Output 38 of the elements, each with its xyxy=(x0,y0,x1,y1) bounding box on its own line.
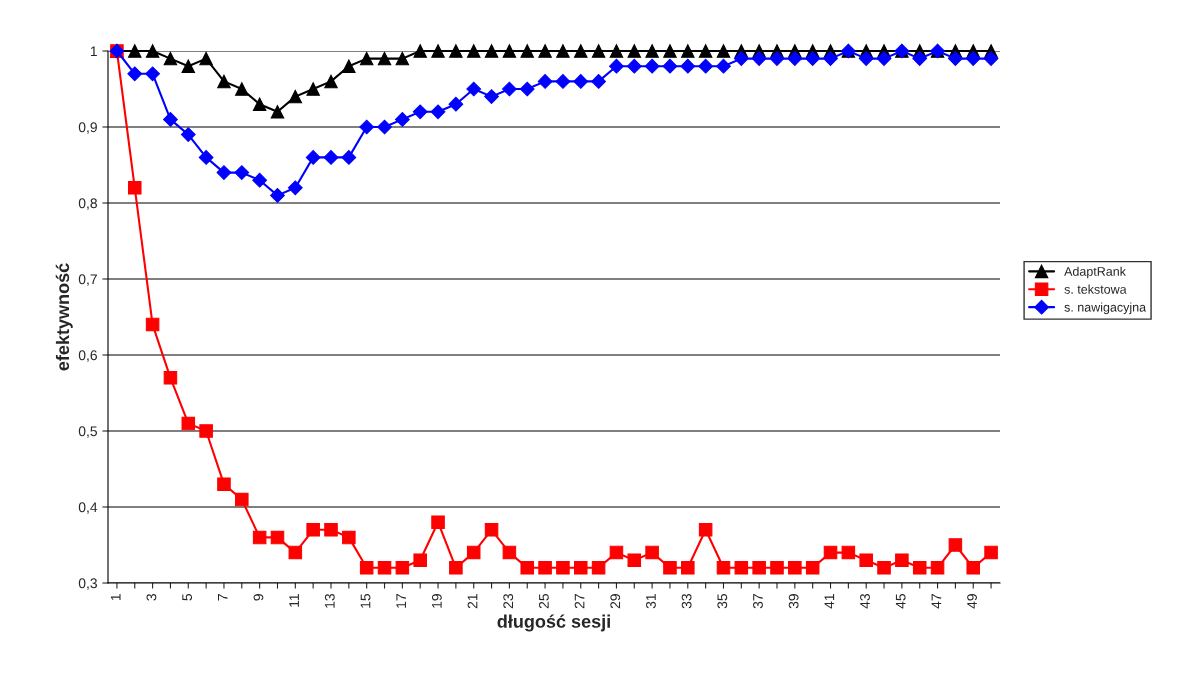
x-tick-label: 35 xyxy=(717,594,728,609)
x-tick-label: 3 xyxy=(146,594,157,601)
y-tick-label: 0,5 xyxy=(78,426,97,438)
x-tick-label: 9 xyxy=(253,594,264,601)
legend-label: AdaptRank xyxy=(1064,266,1126,279)
x-tick-label: 37 xyxy=(753,594,763,609)
y-axis-title: efektywność xyxy=(55,263,73,371)
y-tick-label: 0,9 xyxy=(78,122,97,134)
x-tick-label: 15 xyxy=(360,594,371,608)
x-tick-label: 5 xyxy=(182,594,193,601)
x-tick-label: 25 xyxy=(538,594,549,609)
x-tick-label: 33 xyxy=(681,594,692,609)
y-tick-label: 0,4 xyxy=(78,502,98,514)
x-tick-label: 19 xyxy=(431,594,442,608)
x-tick-label: 21 xyxy=(467,594,478,609)
y-tick-label: 0,8 xyxy=(78,198,97,210)
y-tick-label: 0,7 xyxy=(78,274,97,286)
x-tick-label: 49 xyxy=(967,594,977,609)
x-tick-label: 31 xyxy=(646,594,656,609)
x-tick-label: 11 xyxy=(289,594,299,607)
x-tick-label: 27 xyxy=(574,594,585,609)
y-tick-label: 0,3 xyxy=(78,578,97,590)
x-axis-title: długość sesji xyxy=(497,614,610,632)
x-tick-label: 29 xyxy=(610,594,621,609)
x-tick-label: 45 xyxy=(895,594,906,609)
x-tick-label: 17 xyxy=(396,594,406,608)
x-tick-label: 39 xyxy=(788,594,799,609)
x-tick-label: 47 xyxy=(931,594,942,609)
x-tick-label: 23 xyxy=(503,594,514,609)
x-tick-label: 13 xyxy=(324,594,335,608)
x-tick-label: 7 xyxy=(218,594,228,601)
x-tick-label: 41 xyxy=(824,594,835,609)
x-tick-label: 43 xyxy=(860,594,870,609)
x-tick-label: 1 xyxy=(110,594,121,601)
legend-label: s. nawigacyjna xyxy=(1064,302,1147,315)
y-tick-label: 0,6 xyxy=(78,350,97,362)
legend-label: s. tekstowa xyxy=(1064,284,1127,294)
y-tick-label: 1 xyxy=(90,46,97,57)
